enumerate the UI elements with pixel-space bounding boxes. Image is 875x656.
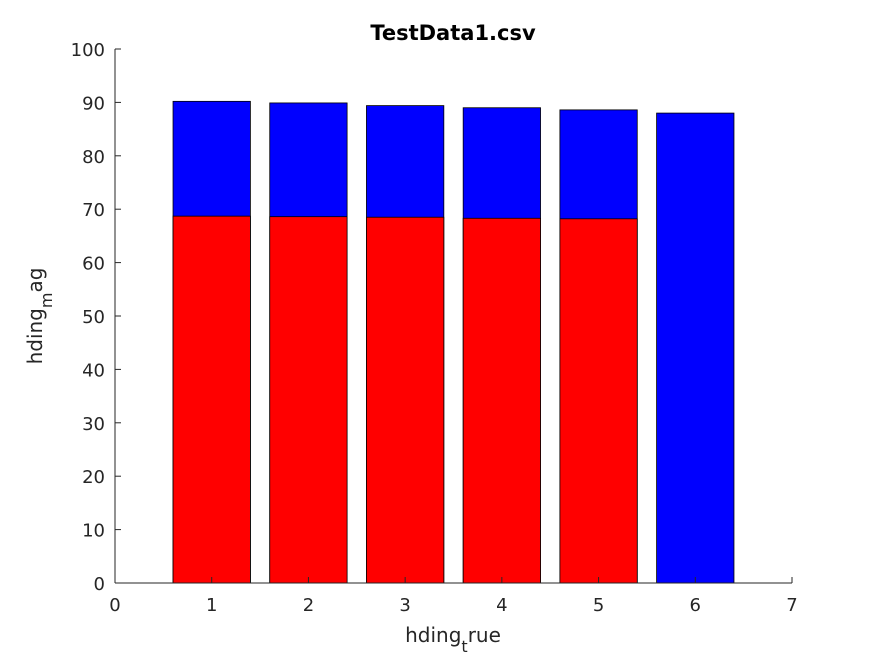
- y-tick-label: 10: [82, 521, 105, 542]
- x-tick-label: 1: [206, 595, 217, 616]
- x-tick-label: 2: [303, 595, 314, 616]
- y-tick-label: 30: [82, 414, 105, 435]
- y-axis-label-base: hding: [23, 308, 47, 364]
- y-axis-label-sub: m: [37, 293, 56, 309]
- y-tick-label: 80: [82, 147, 105, 168]
- x-tick-label: 3: [399, 595, 410, 616]
- chart-title: TestData1.csv: [370, 21, 536, 45]
- x-tick-label: 4: [496, 595, 507, 616]
- x-axis-label-base: hding: [405, 623, 461, 647]
- bar-series2-x3: [366, 216, 445, 584]
- x-tick-label: 5: [593, 595, 604, 616]
- bar-series2-x1: [172, 215, 251, 584]
- x-axis-label-sub: t: [461, 637, 467, 656]
- bar-series2-x2: [269, 216, 348, 584]
- x-tick-label: 0: [109, 595, 120, 616]
- y-axis-label: hdingmag: [23, 268, 56, 365]
- y-tick-label: 20: [82, 467, 105, 488]
- bar-series1-x6: [656, 112, 735, 584]
- y-tick-label: 40: [82, 360, 105, 381]
- y-axis-label-rest: ag: [23, 268, 47, 293]
- bars-group: [172, 100, 735, 584]
- x-tick-label: 6: [690, 595, 701, 616]
- y-tick-label: 60: [82, 254, 105, 275]
- bar-series2-x4: [462, 217, 541, 584]
- y-tick-label: 90: [82, 93, 105, 114]
- x-axis-label: hdingtrue: [405, 623, 501, 656]
- y-tick-label: 70: [82, 200, 105, 221]
- y-tick-label: 0: [94, 574, 105, 595]
- y-tick-label: 50: [82, 307, 105, 328]
- y-tick-label: 100: [71, 40, 105, 61]
- bar-series2-x5: [559, 218, 638, 584]
- x-tick-label: 7: [786, 595, 797, 616]
- x-axis-label-rest: rue: [468, 623, 501, 647]
